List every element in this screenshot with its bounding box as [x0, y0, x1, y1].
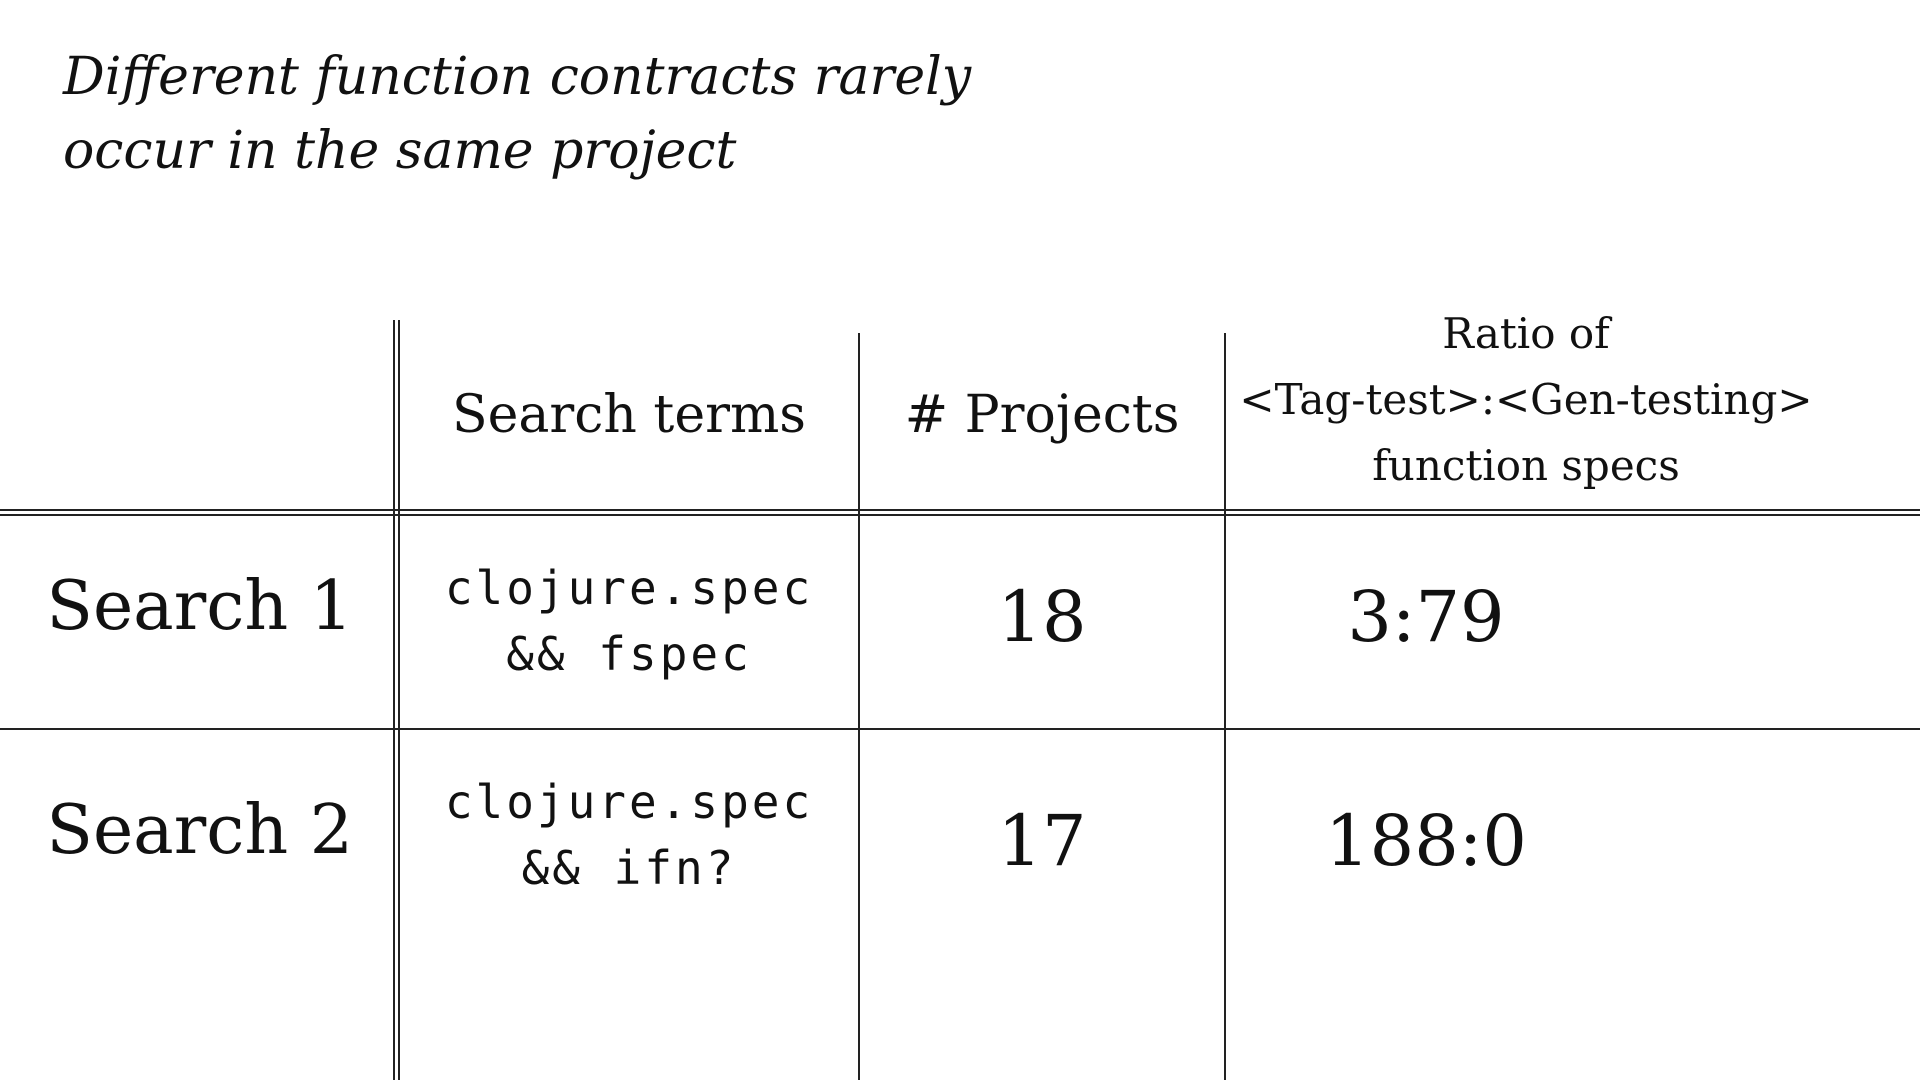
row-label: Search 2 — [46, 790, 353, 870]
table-header-divider-a — [0, 509, 1920, 511]
header-search-terms-cell: Search terms — [400, 320, 858, 509]
ratio-value: 188:0 — [1325, 800, 1527, 882]
table-divider-double-left-b — [398, 320, 400, 1080]
table-divider-col-3 — [1224, 333, 1226, 1080]
row-label-cell: Search 2 — [0, 730, 393, 930]
table-divider-col-2 — [858, 333, 860, 1080]
row-label-cell: Search 1 — [0, 516, 393, 696]
ratio-value: 3:79 — [1347, 576, 1505, 658]
projects-cell: 18 — [860, 516, 1224, 718]
header-ratio-line-3: function specs — [1372, 441, 1680, 490]
table-row: Search 1 clojure.spec && fspec 18 3:79 — [0, 516, 1920, 728]
search-terms-cell: clojure.spec && fspec — [400, 516, 858, 726]
search-terms-line-2: && ifn? — [521, 841, 737, 895]
header-ratio-line-1: Ratio of — [1442, 309, 1610, 358]
header-projects: # Projects — [904, 384, 1180, 445]
search-terms-line-2: && fspec — [506, 627, 752, 681]
projects-count: 18 — [997, 576, 1087, 658]
header-ratio-line-2: <Tag-test>:<Gen-testing> — [1239, 375, 1813, 424]
projects-count: 17 — [997, 800, 1087, 882]
search-terms-line-1: clojure.spec — [444, 775, 814, 829]
slide-title-line-1: Different function contracts rarely — [63, 47, 972, 107]
search-terms: clojure.spec && ifn? — [445, 769, 813, 901]
header-search-terms: Search terms — [452, 384, 806, 445]
row-label: Search 1 — [46, 566, 353, 646]
slide-title: Different function contracts rarely occu… — [63, 40, 972, 188]
search-terms: clojure.spec && fspec — [445, 555, 813, 687]
ratio-cell: 3:79 — [1226, 516, 1626, 718]
ratio-cell: 188:0 — [1226, 730, 1626, 952]
table-row-divider — [0, 728, 1920, 730]
search-terms-line-1: clojure.spec — [444, 561, 814, 615]
table-header-divider-b — [0, 514, 1920, 516]
search-terms-cell: clojure.spec && ifn? — [400, 730, 858, 940]
header-ratio-cell: Ratio of <Tag-test>:<Gen-testing> functi… — [1226, 300, 1826, 500]
header-ratio: Ratio of <Tag-test>:<Gen-testing> functi… — [1239, 301, 1812, 499]
table-divider-double-left-a — [393, 320, 395, 1080]
table-row: Search 2 clojure.spec && ifn? 17 188:0 — [0, 730, 1920, 1080]
projects-cell: 17 — [860, 730, 1224, 952]
slide-title-line-2: occur in the same project — [63, 121, 737, 181]
header-projects-cell: # Projects — [860, 320, 1224, 509]
